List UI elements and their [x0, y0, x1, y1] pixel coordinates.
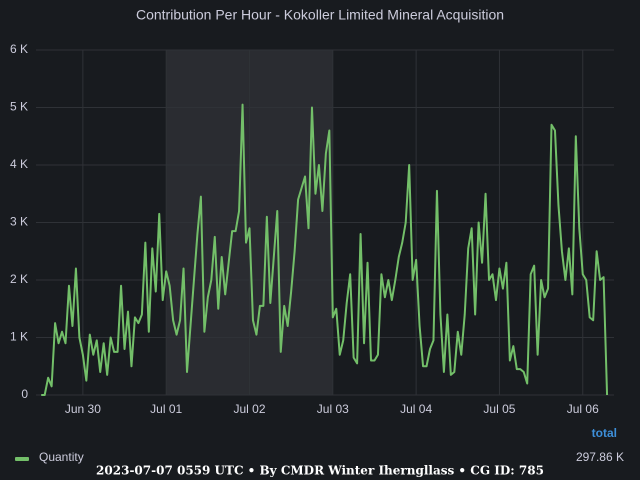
- y-tick-label: 5 K: [10, 100, 28, 114]
- y-tick-label: 1 K: [10, 330, 28, 344]
- x-tick-label: Jul 05: [483, 402, 515, 416]
- x-tick-label: Jul 04: [400, 402, 432, 416]
- x-tick-label: Jul 02: [233, 402, 265, 416]
- x-tick-label: Jul 01: [150, 402, 182, 416]
- y-tick-label: 2 K: [10, 272, 28, 286]
- chart-title: Contribution Per Hour - Kokoller Limited…: [136, 7, 504, 23]
- y-tick-label: 6 K: [10, 42, 28, 56]
- legend-label: Quantity: [39, 450, 84, 464]
- data-line: [41, 103, 609, 396]
- y-tick-label: 3 K: [10, 215, 28, 229]
- legend-header: total: [592, 426, 617, 440]
- y-tick-label: 0: [21, 387, 28, 401]
- legend-total: 297.86 K: [576, 450, 624, 464]
- footer: 2023-07-07 0559 UTC • By CMDR Winter Ihe…: [96, 464, 544, 478]
- x-tick-label: Jun 30: [65, 402, 101, 416]
- legend-swatch: [15, 457, 29, 461]
- x-tick-label: Jul 03: [317, 402, 349, 416]
- y-tick-label: 4 K: [10, 157, 28, 171]
- x-tick-label: Jul 06: [567, 402, 599, 416]
